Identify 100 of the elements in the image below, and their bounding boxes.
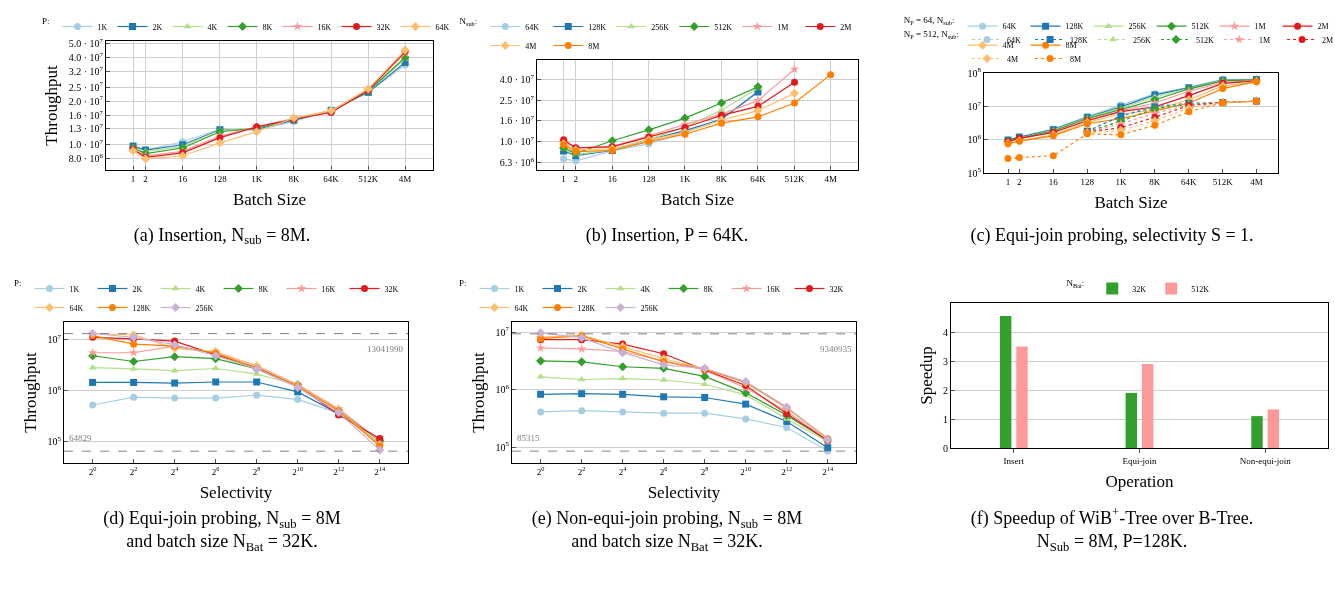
x-tick-label: Insert [1003, 455, 1025, 466]
chart-title: (e) Non-equi-join probing, N$_{sub}$ = 8M and batch size N$_{Bat}$ = 32K. [531, 508, 803, 555]
legend-label: 128K [1065, 22, 1084, 32]
x-axis-title: Batch Size [1094, 193, 1168, 213]
y-tick-label: 10$^{5}$ [967, 166, 982, 179]
x-axis-title: Batch Size [660, 190, 735, 210]
y-tick-label: 3 [943, 355, 948, 367]
legend-title: N$_{P}$ = 64, N$_{sub}$: [903, 15, 955, 27]
x-tick-label: 64K [323, 173, 340, 184]
x-tick-label: 2$^{6}$ [211, 465, 220, 477]
legend-label: 16K [317, 22, 332, 32]
x-tick-label: 128 [642, 173, 657, 184]
y-tick-label: 2.5 · 10$^{7}$ [499, 93, 535, 107]
y-tick-label: 10$^{5}$ [47, 434, 62, 448]
y-axis-title: Throughput [469, 352, 489, 433]
legend-label: 512K [1191, 22, 1210, 32]
legend-label: 256K [640, 303, 659, 313]
y-tick-label: 1.0 · 10$^{7}$ [68, 138, 104, 151]
legend-label: 8M [1070, 54, 1082, 64]
ref-line-label: 85315 [517, 433, 540, 443]
legend-label: 512K [714, 22, 733, 32]
x-tick-label: 1 [130, 173, 136, 184]
legend-title: N$_{Bat}$: [1066, 277, 1085, 289]
legend-label: 64K [69, 303, 84, 313]
legend-label: 512K [1196, 35, 1215, 45]
x-tick-label: Non-equi-join [1239, 455, 1292, 466]
x-tick-label: 4M [1250, 176, 1263, 187]
x-tick-label: 2$^{10}$ [740, 465, 752, 477]
text: (c) Equi-join probing, selectivity S = 1. [970, 224, 1254, 246]
x-tick-label: 1K [1115, 176, 1127, 187]
y-tick-label: 1 [943, 413, 948, 425]
x-tick-label: 8K [1149, 176, 1161, 187]
x-tick-label: 128 [1080, 176, 1095, 187]
legend-label: 64K [1002, 22, 1017, 32]
x-tick-label: 2 [573, 173, 579, 184]
x-tick-label: 1 [1005, 176, 1011, 187]
x-tick-label: 2$^{0}$ [536, 465, 545, 477]
y-axis-title: Throughput [21, 352, 41, 433]
y-axis-title: Throughput [42, 65, 62, 146]
y-tick-label: 10$^{7}$ [495, 325, 510, 338]
x-tick-label: 16 [607, 173, 618, 184]
legend-label: 256K [1128, 22, 1147, 32]
y-tick-label: 4 [943, 326, 948, 338]
x-axis-title: Operation [1105, 472, 1174, 492]
y-tick-label: 10$^{8}$ [967, 66, 982, 79]
legend-label: 2K [152, 22, 163, 32]
legend-label: 32K [1132, 284, 1147, 294]
x-tick-label: 2$^{4}$ [170, 465, 180, 477]
x-tick-label: 512K [358, 173, 379, 184]
x-tick-label: 16 [178, 173, 188, 184]
ref-line-label: 64829 [69, 433, 92, 443]
x-tick-label: 1K [679, 173, 691, 184]
x-tick-label: 2$^{4}$ [618, 465, 628, 477]
legend-label: 4K [640, 284, 651, 294]
y-tick-label: 10$^{6}$ [47, 383, 62, 397]
y-tick-label: 2.0 · 10$^{7}$ [68, 94, 104, 107]
legend-label: 256K [195, 303, 214, 313]
y-tick-label: 1.6 · 10$^{7}$ [68, 108, 104, 121]
x-tick-label: 4M [824, 173, 837, 184]
x-tick-label: 2$^{6}$ [659, 465, 668, 477]
y-tick-label: 10$^{7}$ [47, 332, 62, 345]
chart-title: (f) Speedup of WiB$^{+}$-Tree over B-Tree. N$_{Sub}$ = 8M, P=128K. [970, 505, 1254, 555]
legend-label: 1K [514, 284, 525, 294]
legend-label: 64K [514, 303, 529, 313]
x-tick-label: 4M [398, 173, 412, 184]
y-tick-label: 10$^{6}$ [495, 382, 510, 396]
text: N$_{P}$ = 512, N$_{sub}$: [903, 28, 960, 40]
legend-label: 512K [1191, 284, 1210, 294]
x-tick-label: 512K [784, 173, 806, 184]
legend-label: 4K [207, 22, 218, 32]
legend-label: 256K [1133, 35, 1152, 45]
legend-label: 8K [258, 284, 269, 294]
x-tick-label: 64K [750, 173, 767, 184]
y-tick-label: 10$^{7}$ [967, 99, 982, 112]
legend-label: 2M [840, 22, 852, 32]
legend-label: 1M [1254, 22, 1266, 32]
x-tick-label: 64K [1181, 176, 1198, 187]
x-tick-label: 2$^{10}$ [292, 465, 304, 477]
text: (a) Insertion, N$_{sub}$ = 8M. [133, 224, 311, 248]
x-tick-label: 2$^{12}$ [333, 465, 345, 477]
x-axis-title: Selectivity [199, 483, 273, 503]
legend-label: 8K [262, 22, 273, 32]
y-tick-label: 0 [943, 442, 948, 454]
y-tick-label: 2 [943, 384, 948, 396]
y-tick-label: 8.0 · 10$^{6}$ [68, 152, 104, 165]
x-tick-label: 16 [1048, 176, 1059, 187]
x-tick-label: 2 [1017, 176, 1022, 187]
y-tick-label: 10$^{5}$ [495, 440, 510, 453]
legend-label: 1K [97, 22, 108, 32]
y-axis-title: Speedup [916, 346, 936, 405]
legend-title: P: [459, 277, 467, 288]
legend-title: P: [14, 277, 22, 288]
legend-label: 64K [525, 22, 540, 32]
y-tick-label: 1.0 · 10$^{7}$ [499, 134, 535, 148]
x-tick-label: 2$^{8}$ [700, 465, 709, 477]
chart-title: (d) Equi-join probing, N$_{sub}$ = 8M and batch size N$_{Bat}$ = 32K. [103, 508, 341, 555]
y-tick-label: 10$^{6}$ [967, 132, 982, 146]
legend-label: 2K [577, 284, 588, 294]
legend-title: P: [42, 15, 50, 26]
x-axis-title: Batch Size [232, 190, 307, 210]
